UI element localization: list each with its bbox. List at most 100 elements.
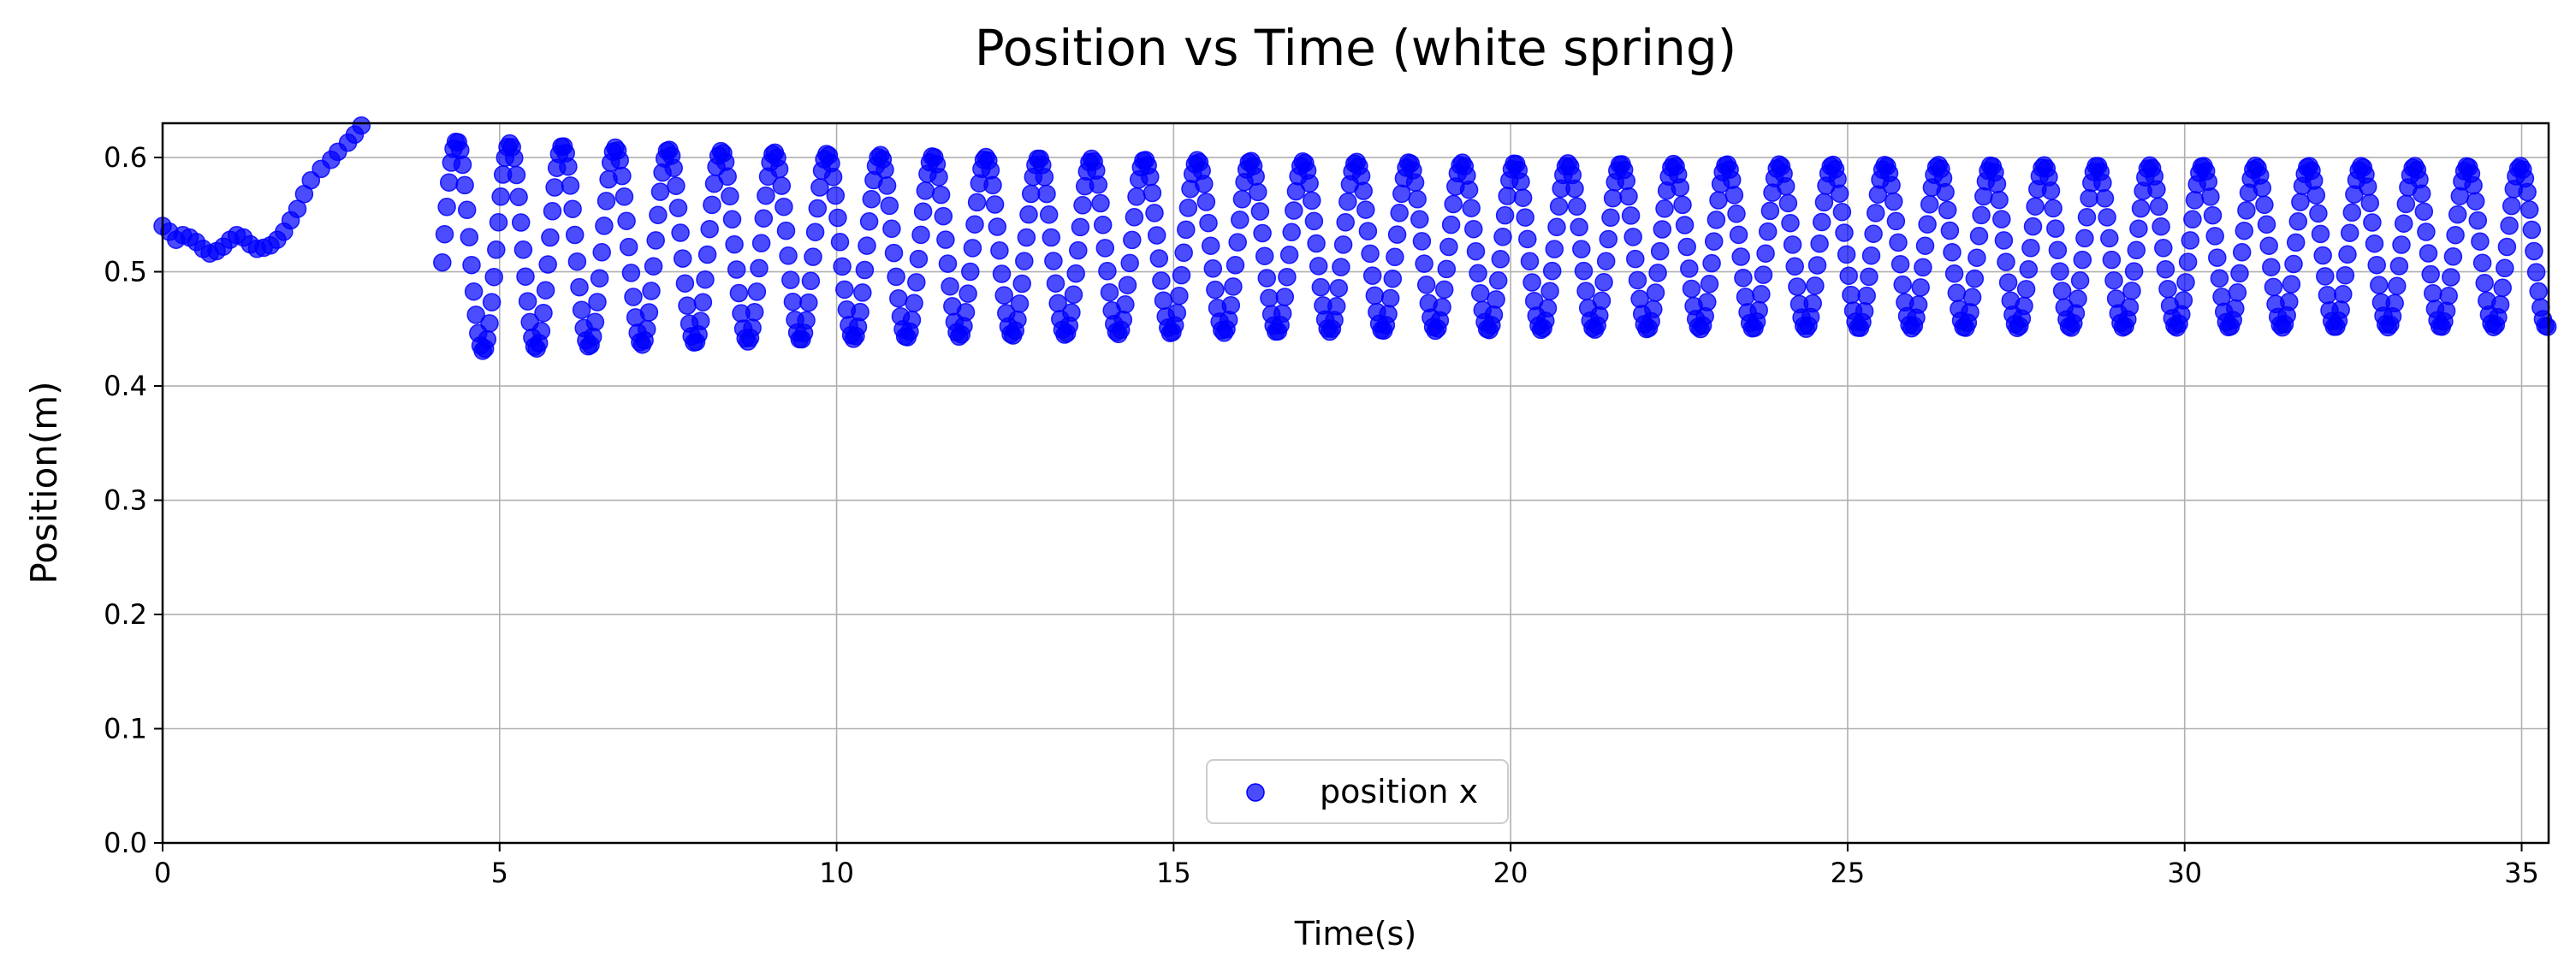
data-point: [1495, 205, 1515, 225]
data-point: [1019, 205, 1038, 224]
data-point: [2095, 189, 2115, 208]
data-point: [2419, 244, 2438, 263]
data-point: [671, 223, 690, 242]
data-point: [745, 302, 764, 322]
data-point: [455, 175, 474, 195]
data-point: [460, 228, 479, 246]
data-point: [1736, 288, 1755, 306]
data-point: [1837, 245, 1856, 264]
data-point: [1886, 211, 1906, 231]
data-point: [1709, 191, 1728, 210]
data-point: [1071, 217, 1090, 237]
data-point: [2529, 282, 2548, 301]
data-point: [1232, 190, 1252, 209]
data-point: [2394, 214, 2413, 233]
data-point: [1405, 173, 1425, 193]
data-point: [570, 277, 589, 297]
data-point: [1830, 184, 1849, 203]
data-point: [1947, 283, 1967, 303]
data-point: [1362, 266, 1382, 285]
data-point: [1511, 172, 1530, 192]
data-point: [2124, 262, 2144, 281]
data-point: [750, 258, 769, 278]
data-point: [1273, 304, 1292, 323]
data-point: [1671, 178, 1690, 197]
data-point: [2069, 289, 2087, 308]
x-tick-label: 0: [154, 857, 171, 889]
data-point: [1677, 237, 1696, 257]
data-point: [1039, 205, 1059, 224]
data-point: [1893, 275, 1912, 294]
data-point: [1064, 285, 1083, 305]
data-point: [1437, 259, 1457, 279]
data-point: [2021, 239, 2040, 258]
data-point: [2147, 180, 2166, 199]
data-point: [858, 236, 876, 255]
data-point: [2023, 217, 2043, 236]
data-point: [1177, 220, 1196, 240]
data-point: [1127, 187, 1146, 206]
data-point: [754, 209, 774, 228]
data-point: [884, 243, 904, 263]
data-point: [482, 293, 502, 312]
data-point: [2502, 196, 2521, 216]
data-point: [2156, 259, 2175, 279]
data-point: [2522, 220, 2542, 240]
data-point: [1073, 196, 1092, 215]
data-point: [639, 303, 659, 322]
data-point: [352, 116, 371, 135]
data-point: [2288, 212, 2308, 231]
data-point: [2077, 208, 2097, 227]
data-point: [2255, 195, 2274, 215]
data-point: [1358, 222, 1378, 240]
data-point: [2497, 237, 2517, 257]
legend-entry-position-x: position x: [1320, 773, 1478, 810]
data-point: [985, 195, 1005, 214]
data-point: [585, 312, 605, 332]
data-point: [1498, 187, 1517, 205]
data-point: [1167, 303, 1187, 323]
plot-frame: [161, 122, 2550, 845]
data-point: [1778, 193, 1798, 213]
data-point: [2228, 283, 2247, 302]
data-point: [1304, 211, 1324, 231]
data-point: [2424, 283, 2442, 303]
data-point: [2104, 270, 2123, 290]
y-tick-label: 0.6: [104, 141, 147, 174]
data-point: [1282, 222, 1301, 242]
data-point: [1842, 285, 1861, 305]
data-point: [1756, 244, 1775, 263]
data-point: [2471, 232, 2490, 251]
data-point: [2284, 254, 2303, 274]
data-point: [2093, 173, 2112, 193]
legend: position x: [1206, 759, 1509, 824]
data-point: [513, 240, 533, 259]
data-point: [1246, 167, 1265, 186]
data-point: [559, 157, 578, 176]
data-point: [1961, 303, 1979, 322]
data-point: [801, 271, 821, 291]
data-point: [1646, 283, 1665, 302]
data-point: [588, 293, 607, 312]
data-point: [1592, 291, 1611, 311]
data-point: [2367, 255, 2386, 275]
data-point: [2392, 235, 2411, 254]
data-point: [700, 219, 719, 239]
data-point: [1990, 190, 2009, 210]
data-point: [2264, 277, 2283, 297]
data-point: [590, 269, 609, 288]
data-point: [2232, 243, 2252, 262]
data-point: [1491, 250, 1511, 269]
data-point: [2286, 233, 2306, 252]
data-point: [1412, 232, 1432, 251]
data-point: [2098, 208, 2116, 227]
data-point: [2131, 199, 2151, 218]
data-point: [1882, 175, 1901, 195]
data-point: [464, 282, 484, 301]
data-point: [621, 264, 641, 282]
data-point: [2396, 194, 2416, 214]
data-point: [1415, 254, 1433, 273]
data-point: [721, 187, 739, 206]
data-point: [1889, 233, 1908, 252]
data-point: [1327, 297, 1346, 316]
